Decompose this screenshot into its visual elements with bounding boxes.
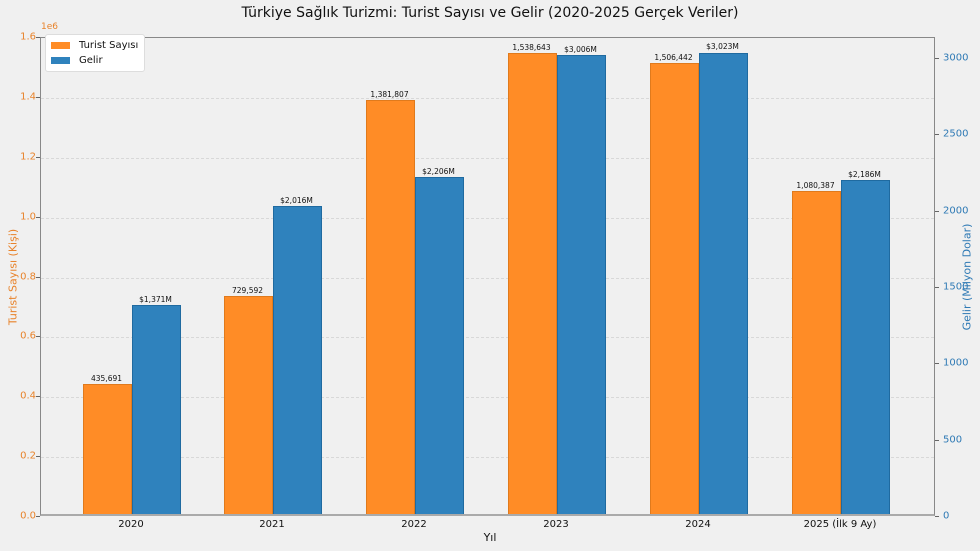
bar-gelir [699, 52, 748, 514]
left-y-tick-mark [36, 336, 40, 338]
bar-value-label: 1,506,442 [654, 53, 693, 62]
bar-value-label: 435,691 [90, 373, 123, 383]
right-y-tick-mark [935, 363, 939, 365]
left-y-tick-mark [36, 516, 40, 517]
gridline [41, 97, 934, 99]
gridline [41, 157, 934, 159]
legend-swatch-gelir [51, 57, 70, 64]
bar-turist-sayisi [792, 190, 841, 514]
bar-value-label: 1,381,807 [370, 90, 409, 100]
right-y-tick-mark [935, 210, 939, 212]
bar-gelir [415, 177, 464, 514]
left-y-tick-label: 1.2 [20, 151, 36, 163]
legend-swatch-turist [51, 42, 70, 49]
right-y-tick-label: 1500 [943, 281, 969, 293]
left-y-tick-mark [36, 156, 40, 158]
right-y-tick-label: 0 [943, 510, 950, 522]
chart-title: Türkiye Sağlık Turizmi: Turist Sayısı ve… [241, 5, 739, 21]
bar-value-label: $2,186M [848, 170, 881, 180]
gridline [41, 397, 934, 399]
bar-gelir [132, 304, 181, 514]
right-y-tick-label: 500 [943, 434, 963, 446]
left-y-tick-label: 0.6 [20, 330, 36, 342]
left-y-tick-mark [36, 216, 40, 218]
left-y-tick-label: 0.4 [20, 390, 36, 402]
bar-turist-sayisi [366, 100, 415, 514]
right-y-tick-label: 3000 [943, 52, 969, 64]
legend-label-turist: Turist Sayısı [79, 40, 139, 51]
left-axis-offset-label: 1e6 [41, 22, 58, 32]
right-y-tick-label: 2000 [943, 205, 969, 217]
left-y-tick-label: 0.0 [20, 510, 36, 522]
gridline [41, 457, 934, 459]
right-y-tick-mark [935, 287, 939, 288]
plot-area [40, 37, 935, 516]
x-tick-label: 2023 [543, 519, 569, 530]
left-y-tick-mark [36, 396, 40, 398]
right-y-tick-mark [935, 439, 939, 441]
bar-value-label: 729,592 [231, 285, 264, 295]
right-y-tick-label: 1000 [943, 357, 969, 369]
right-y-tick-mark [935, 58, 939, 59]
bar-turist-sayisi [650, 63, 699, 514]
bar-gelir [841, 180, 890, 514]
left-y-tick-label: 0.2 [20, 450, 36, 462]
x-axis-label: Yıl [483, 531, 497, 544]
legend-label-gelir: Gelir [79, 55, 103, 66]
x-tick-label: 2025 (İlk 9 Ay) [803, 519, 877, 530]
bar-value-label: $2,206M [422, 167, 455, 177]
bar-value-label: 1,538,643 [512, 43, 551, 53]
gridline [41, 277, 934, 279]
left-y-tick-label: 1.4 [20, 91, 36, 103]
bar-value-label: $1,371M [139, 294, 172, 304]
right-y-tick-mark [935, 134, 939, 136]
bar-turist-sayisi [224, 295, 273, 514]
left-y-tick-mark [36, 96, 40, 98]
left-y-tick-label: 1.6 [20, 31, 36, 43]
right-y-axis-label: Gelir (Milyon Dolar) [960, 223, 974, 331]
bar-gelir [273, 206, 322, 514]
bar-gelir [557, 55, 606, 514]
x-tick-label: 2022 [401, 519, 427, 530]
right-y-tick-mark [935, 516, 939, 517]
left-y-tick-label: 0.8 [20, 271, 36, 282]
bar-value-label: $3,006M [564, 45, 597, 55]
bar-value-label: $3,023M [706, 42, 739, 52]
left-y-tick-mark [36, 37, 40, 38]
bar-turist-sayisi [83, 383, 132, 514]
bar-turist-sayisi [508, 53, 557, 514]
x-tick-label: 2021 [259, 519, 285, 530]
legend-item-gelir: Gelir [51, 53, 138, 68]
left-y-tick-mark [36, 456, 40, 458]
legend: Turist Sayısı Gelir [45, 34, 146, 72]
legend-item-turist: Turist Sayısı [51, 38, 138, 53]
bar-value-label: $2,016M [280, 196, 313, 206]
gridline [41, 337, 934, 339]
bar-value-label: 1,080,387 [796, 180, 835, 190]
x-tick-label: 2024 [685, 519, 711, 530]
right-y-tick-label: 2500 [943, 128, 969, 140]
left-y-axis-label: Turist Sayısı (Kişi) [6, 228, 20, 326]
left-y-tick-mark [36, 276, 40, 278]
gridline [41, 217, 934, 219]
left-y-tick-label: 1.0 [20, 211, 36, 223]
x-tick-label: 2020 [118, 519, 144, 530]
